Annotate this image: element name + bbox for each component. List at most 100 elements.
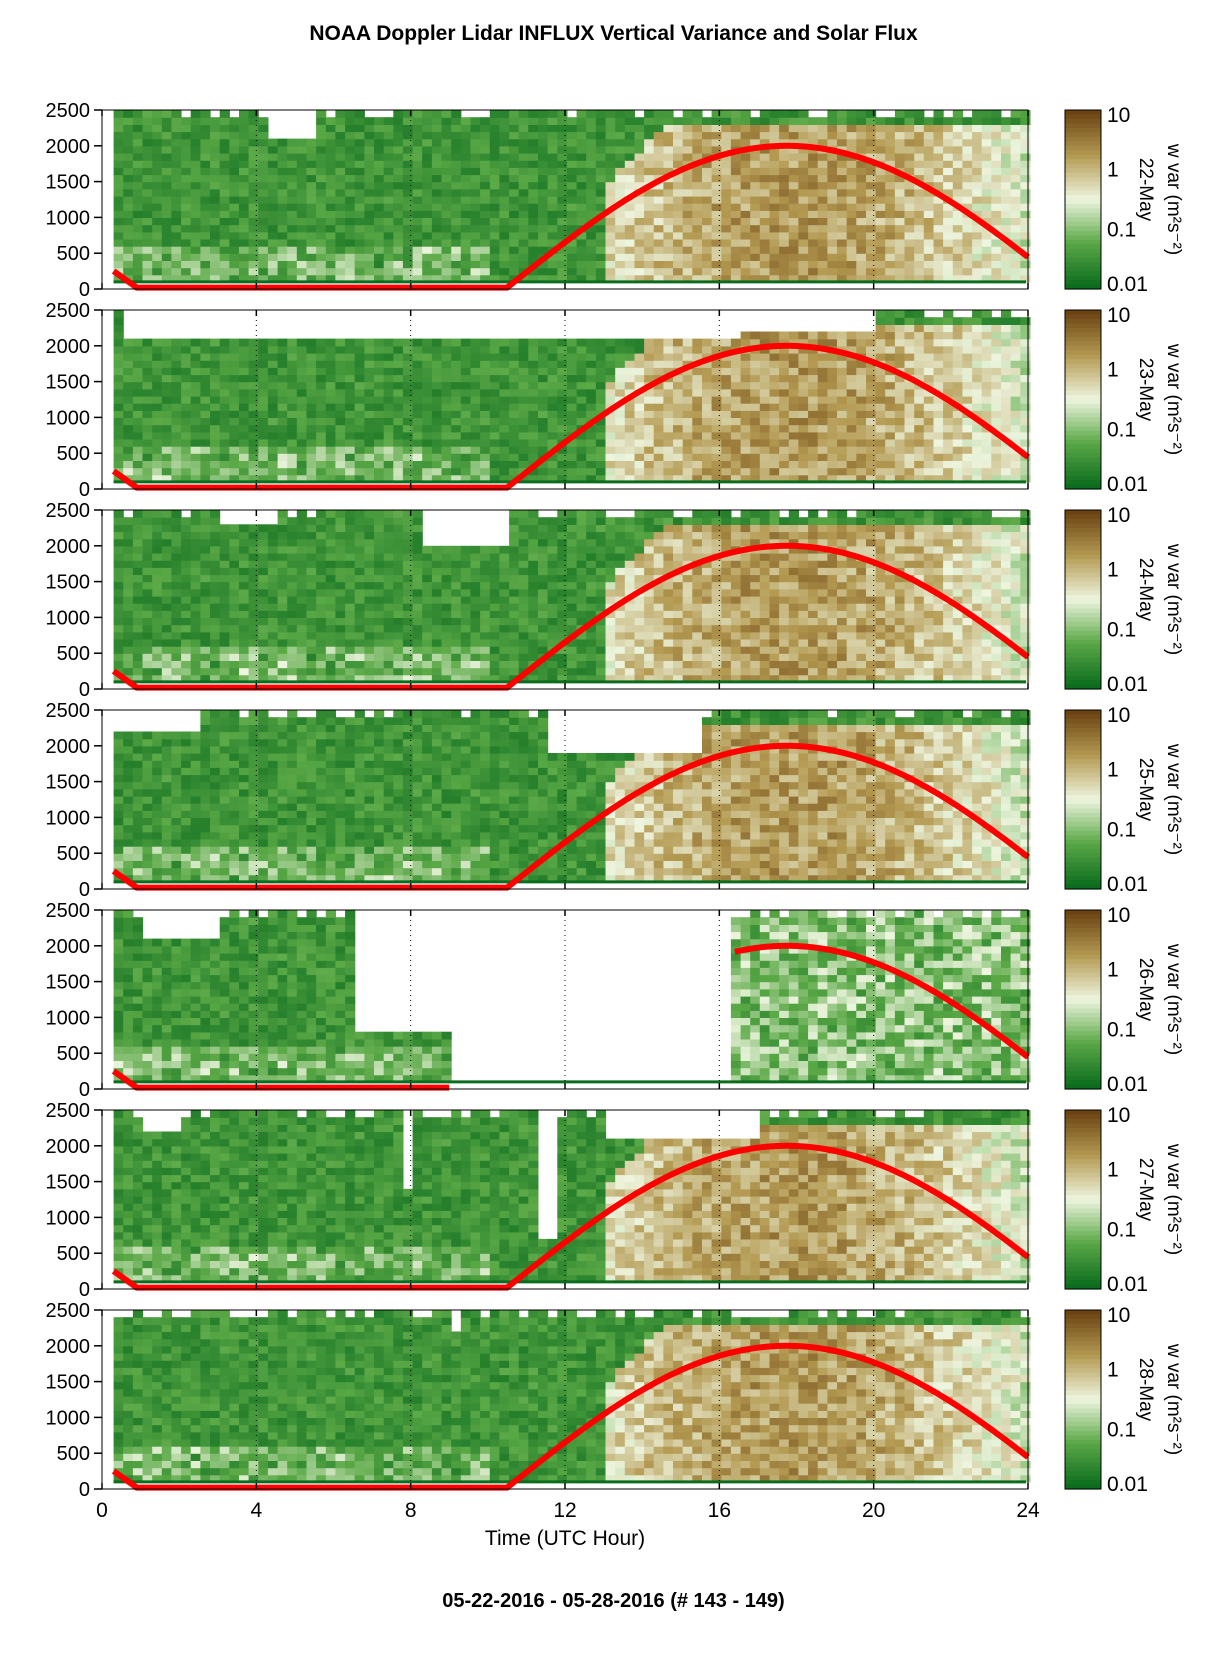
- heatmap-cell: [798, 181, 809, 190]
- heatmap-cell: [219, 124, 230, 133]
- heatmap-cell: [875, 145, 886, 154]
- heatmap-cell: [152, 567, 163, 576]
- heatmap-cell: [219, 224, 230, 233]
- heatmap-cell: [827, 403, 838, 411]
- heatmap-cell: [161, 260, 172, 269]
- heatmap-cell: [489, 381, 500, 390]
- heatmap-cell: [229, 160, 240, 168]
- heatmap-cell: [306, 160, 317, 168]
- heatmap-cell: [566, 374, 578, 383]
- heatmap-cell: [152, 638, 163, 647]
- heatmap-cell: [866, 117, 877, 125]
- heatmap-cell: [885, 274, 896, 283]
- heatmap-cell: [634, 231, 645, 240]
- heatmap-cell: [885, 260, 896, 269]
- heatmap-cell: [480, 267, 491, 276]
- heatmap-cell: [1010, 374, 1021, 383]
- heatmap-cell: [354, 138, 365, 147]
- heatmap-cell: [393, 231, 404, 240]
- heatmap-cell: [769, 110, 780, 118]
- heatmap-cell: [161, 110, 172, 118]
- heatmap-cell: [422, 274, 433, 283]
- heatmap-cell: [817, 453, 828, 461]
- heatmap-cell: [181, 274, 192, 283]
- heatmap-cell: [219, 338, 230, 347]
- heatmap-cell: [779, 338, 790, 347]
- heatmap-cell: [1010, 138, 1021, 147]
- heatmap-cell: [210, 517, 221, 525]
- heatmap-cell: [528, 181, 539, 190]
- heatmap-cell: [152, 453, 163, 461]
- heatmap-cell: [229, 167, 240, 176]
- heatmap-cell: [759, 403, 770, 411]
- heatmap-cell: [248, 260, 259, 269]
- heatmap-cell: [827, 474, 838, 483]
- heatmap-cell: [721, 246, 732, 254]
- heatmap-cell: [509, 381, 520, 390]
- heatmap-cell: [142, 160, 153, 168]
- heatmap-cell: [480, 417, 491, 426]
- heatmap-cell: [489, 188, 500, 197]
- heatmap-cell: [190, 646, 201, 654]
- heatmap-cell: [547, 238, 558, 247]
- heatmap-cell: [152, 631, 163, 640]
- heatmap-cell: [258, 388, 269, 397]
- heatmap-cell: [798, 246, 809, 254]
- heatmap-cell: [219, 253, 230, 261]
- heatmap-cell: [615, 138, 626, 147]
- heatmap-cell: [393, 360, 404, 368]
- heatmap-cell: [972, 253, 983, 261]
- heatmap-cell: [952, 267, 963, 276]
- heatmap-cell: [788, 131, 799, 140]
- heatmap-cell: [634, 403, 645, 411]
- heatmap-cell: [586, 388, 597, 397]
- heatmap-cell: [142, 381, 153, 390]
- heatmap-cell: [894, 460, 906, 469]
- heatmap-cell: [943, 167, 954, 176]
- heatmap-cell: [190, 638, 201, 647]
- heatmap-cell: [991, 424, 1002, 433]
- heatmap-cell: [142, 560, 153, 568]
- heatmap-cell: [325, 274, 336, 283]
- heatmap-cell: [769, 188, 780, 197]
- heatmap-cell: [547, 388, 558, 397]
- heatmap-cell: [374, 153, 385, 161]
- heatmap-cell: [422, 188, 433, 197]
- heatmap-cell: [827, 181, 838, 190]
- heatmap-cell: [528, 274, 539, 283]
- heatmap-cell: [161, 388, 172, 397]
- heatmap-cell: [624, 174, 635, 183]
- heatmap-cell: [586, 403, 597, 411]
- heatmap-cell: [624, 167, 635, 176]
- heatmap-cell: [721, 446, 732, 454]
- heatmap-cell: [750, 446, 761, 454]
- heatmap-cell: [219, 581, 230, 590]
- heatmap-cell: [682, 124, 693, 133]
- heatmap-cell: [499, 246, 510, 254]
- heatmap-cell: [692, 474, 703, 483]
- heatmap-cell: [586, 203, 597, 211]
- heatmap-cell: [518, 124, 529, 133]
- heatmap-cell: [566, 238, 578, 247]
- heatmap-cell: [788, 188, 799, 197]
- heatmap-cell: [856, 181, 867, 190]
- heatmap-cell: [1010, 467, 1021, 476]
- heatmap-cell: [547, 410, 558, 418]
- heatmap-cell: [480, 438, 491, 447]
- heatmap-cell: [779, 474, 790, 483]
- heatmap-cell: [354, 181, 365, 190]
- heatmap-cell: [316, 453, 327, 461]
- heatmap-cell: [663, 138, 674, 147]
- heatmap-cell: [345, 153, 356, 161]
- heatmap-cell: [586, 188, 597, 197]
- y-tick-label: 1500: [46, 172, 91, 194]
- heatmap-cell: [547, 160, 558, 168]
- heatmap-cell: [644, 474, 655, 483]
- heatmap-cell: [181, 531, 192, 540]
- heatmap-cell: [306, 438, 317, 447]
- heatmap-cell: [229, 188, 240, 197]
- heatmap-cell: [779, 431, 790, 440]
- heatmap-cell: [239, 260, 250, 269]
- heatmap-cell: [991, 153, 1002, 161]
- heatmap-cell: [113, 631, 124, 640]
